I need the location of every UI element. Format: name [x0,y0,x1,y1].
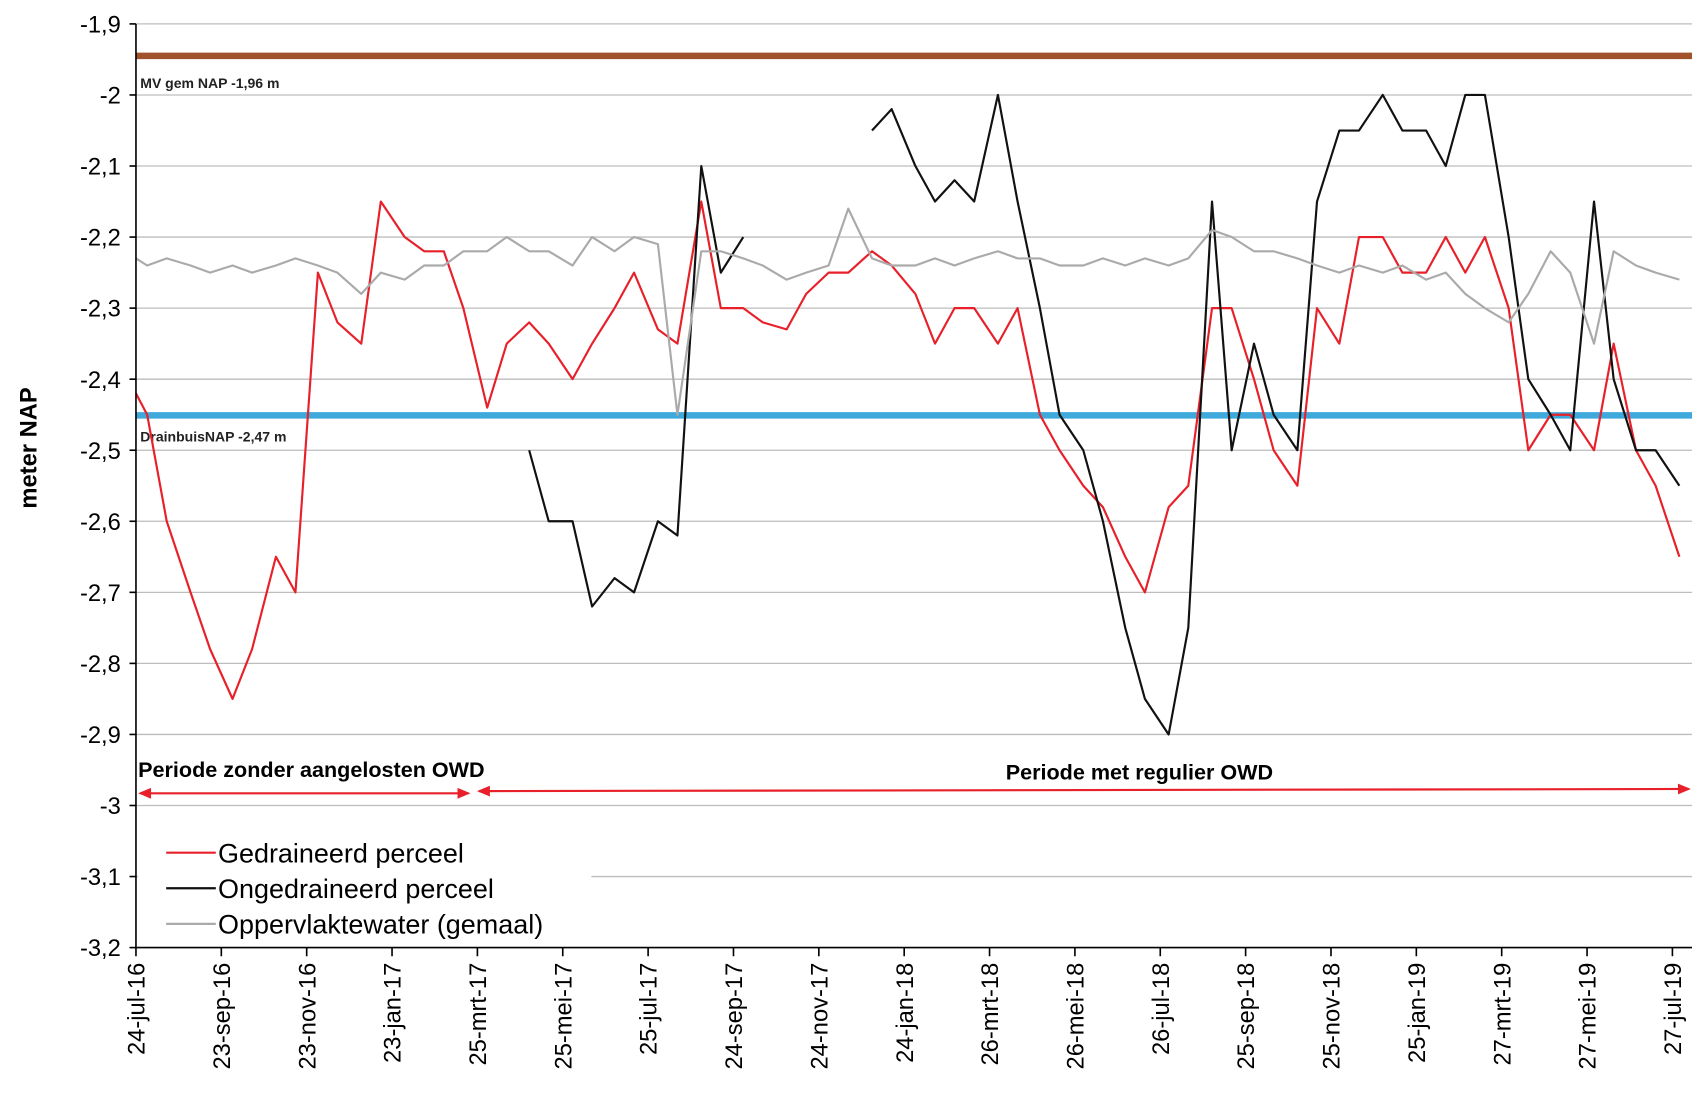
x-tick-label: 26-mei-18 [1064,963,1090,1070]
arrow-head [1677,783,1691,795]
y-tick-label: -2,9 [80,723,121,749]
legend-label: Ongedraineerd perceel [218,874,494,904]
arrow-head [476,785,490,797]
x-tick-label: 25-sep-18 [1234,963,1260,1070]
y-axis-label: meter NAP [17,387,43,508]
y-tick-label: -2,7 [80,581,121,607]
period-arrows [138,783,1691,799]
x-tick-label: 23-sep-16 [210,963,236,1070]
y-tick-label: -1,9 [80,13,121,39]
x-tick-label: 25-jan-19 [1405,963,1431,1063]
legend-label: Gedraineerd perceel [218,838,464,868]
legend-label: Oppervlaktewater (gemaal) [218,910,543,940]
reference-label: MV gem NAP -1,96 m [140,75,279,91]
x-tick-label: 26-mrt-18 [978,963,1004,1066]
x-tick-label: 26-jul-18 [1149,963,1175,1055]
y-tick-label: -2,1 [80,155,121,181]
x-tick-label: 25-jul-17 [637,963,663,1055]
x-tick-label: 25-mei-17 [551,963,577,1070]
x-tick-label: 27-mrt-19 [1490,963,1516,1066]
y-tick-label: -2,3 [80,297,121,323]
arrow-head [138,787,152,799]
y-tick-label: -2,8 [80,652,121,678]
y-tick-label: -3,2 [80,936,121,962]
arrow [479,787,1689,793]
y-tick-label: -3 [100,794,121,820]
y-tick-label: -3,1 [80,865,121,891]
x-tick-label: 27-mei-19 [1576,963,1602,1070]
x-tick-label: 24-sep-17 [722,963,748,1070]
x-tick-label: 23-jan-17 [381,963,407,1063]
series-line [528,93,1681,736]
x-tick-label: 25-nov-18 [1320,963,1346,1070]
x-tick-label: 24-jul-16 [125,963,151,1055]
y-tick-label: -2 [100,84,121,110]
reference-label: DrainbuisNAP -2,47 m [140,428,286,444]
x-tick-label: 23-nov-16 [295,963,321,1070]
y-tick-label: -2,2 [80,226,121,252]
x-tick-label: 24-jan-18 [893,963,919,1063]
series-line [135,207,1680,416]
x-tick-label: 24-nov-17 [807,963,833,1070]
annotation: Periode met regulier OWD [1006,759,1273,784]
x-tick-label: 25-mrt-17 [466,963,492,1066]
y-tick-label: -2,4 [80,368,121,394]
arrow-head [457,787,471,799]
y-tick-label: -2,6 [80,510,121,536]
x-tick-label: 27-jul-19 [1661,963,1687,1055]
y-tick-label: -2,5 [80,439,121,465]
annotation: Periode zonder aangelosten OWD [138,757,485,782]
series-line [135,200,1681,700]
